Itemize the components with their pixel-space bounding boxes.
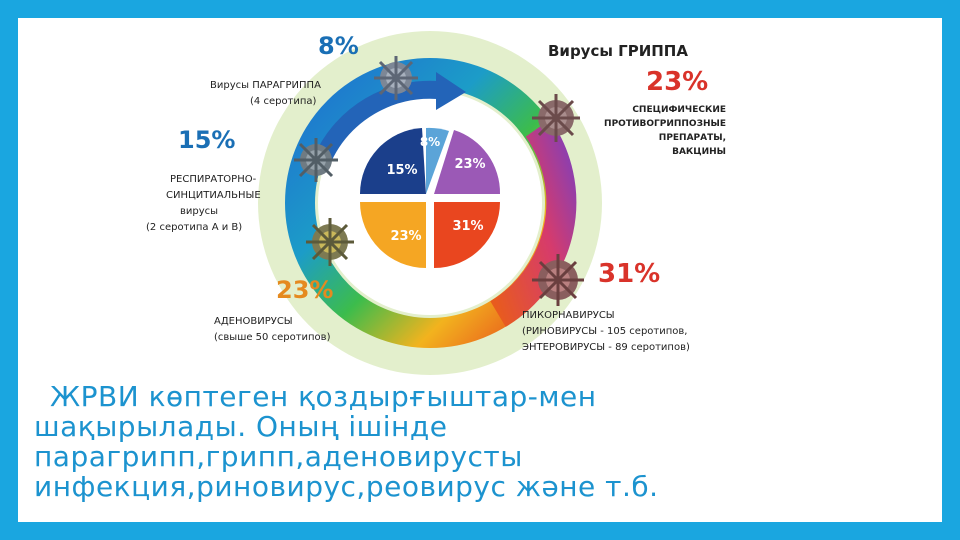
flu-percent: 23% bbox=[646, 67, 708, 97]
picorna-percent: 31% bbox=[598, 259, 660, 289]
rsv-name-1: РЕСПИРАТОРНО- bbox=[170, 174, 257, 185]
flu-note-1: СПЕЦИФИЧЕСКИЕ bbox=[632, 105, 726, 115]
pie-label-paraflu: 8% bbox=[420, 135, 440, 149]
pie-slice-flu bbox=[434, 130, 501, 194]
caption-line-2: шақырылады. Оның ішінде bbox=[34, 410, 448, 443]
flu-note-4: ВАКЦИНЫ bbox=[672, 147, 726, 157]
caption-line-1: ЖРВИ көптеген қоздырғыштар-мен bbox=[50, 380, 597, 413]
slide-caption: ЖРВИ көптеген қоздырғыштар-мен шақырылад… bbox=[34, 382, 914, 502]
slide: 8% 23% 15% 23% 31% 8% Вирусы ПА bbox=[18, 18, 942, 522]
pie-label-rsv: 15% bbox=[386, 163, 417, 178]
virus-icon-picorna bbox=[532, 254, 584, 306]
inner-pie: 8% 23% 15% 23% 31% bbox=[359, 127, 501, 268]
picorna-note-1: (РИНОВИРУСЫ - 105 серотипов, bbox=[522, 326, 687, 337]
pie-slice-adeno bbox=[360, 202, 426, 268]
virus-icon-adeno bbox=[306, 218, 354, 266]
pie-slice-picorna bbox=[434, 202, 500, 268]
virus-icon-flu bbox=[532, 94, 580, 142]
color-ring-right bbox=[490, 119, 577, 327]
rsv-name-2: СИНЦИТИАЛЬНЫЕ bbox=[166, 190, 261, 201]
paraflu-note: (4 серотипа) bbox=[250, 96, 317, 107]
arrow-head bbox=[436, 72, 466, 110]
adeno-percent: 23% bbox=[276, 276, 333, 304]
paraflu-name: Вирусы ПАРАГРИППА bbox=[210, 80, 321, 91]
flu-note-2: ПРОТИВОГРИППОЗНЫЕ bbox=[604, 119, 726, 129]
pie-label-adeno: 23% bbox=[390, 229, 421, 244]
pie-slice-rsv bbox=[359, 128, 426, 194]
picorna-name: ПИКОРНАВИРУСЫ bbox=[522, 310, 615, 321]
rsv-note-2: (2 серотипа А и В) bbox=[146, 222, 242, 233]
caption-line-4: инфекция,риновирус,реовирус және т.б. bbox=[34, 470, 659, 503]
caption-line-3: парагрипп,грипп,аденовирусты bbox=[34, 440, 523, 473]
virus-icon-paraflu bbox=[374, 56, 418, 100]
adeno-name: АДЕНОВИРУСЫ bbox=[214, 316, 293, 327]
paraflu-percent: 8% bbox=[318, 32, 359, 60]
rsv-note-1: вирусы bbox=[180, 206, 218, 217]
pie-label-flu: 23% bbox=[454, 157, 485, 172]
pie-label-picorna: 31% bbox=[452, 219, 483, 234]
flu-note-3: ПРЕПАРАТЫ, bbox=[659, 133, 726, 143]
adeno-note: (свыше 50 серотипов) bbox=[214, 332, 331, 343]
flu-name: Вирусы ГРИППА bbox=[548, 42, 688, 60]
virus-diagram: 8% 23% 15% 23% 31% 8% Вирусы ПА bbox=[146, 31, 726, 375]
picorna-note-2: ЭНТЕРОВИРУСЫ - 89 серотипов) bbox=[522, 342, 690, 353]
cycle-arrow bbox=[314, 80, 439, 162]
rsv-percent: 15% bbox=[178, 126, 235, 154]
pie-slice-paraflu bbox=[426, 127, 449, 194]
virus-icon-rsv bbox=[294, 138, 338, 182]
